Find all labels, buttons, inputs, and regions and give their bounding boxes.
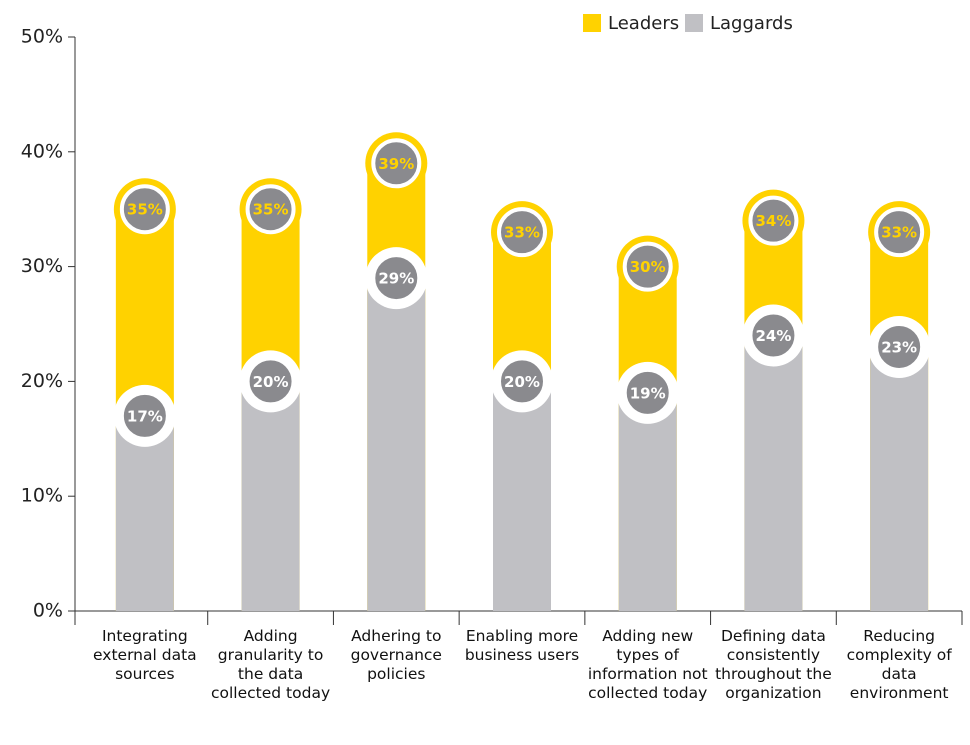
- y-tick-label: 30%: [21, 255, 63, 277]
- value-label: 23%: [881, 338, 917, 356]
- y-tick-label: 20%: [21, 370, 63, 392]
- value-label: 34%: [755, 212, 791, 230]
- value-label: 29%: [378, 270, 414, 288]
- value-label: 35%: [127, 201, 163, 219]
- y-tick-label: 10%: [21, 485, 63, 507]
- value-badge: [748, 195, 799, 246]
- value-badge: [245, 184, 296, 235]
- value-label: 33%: [504, 224, 540, 242]
- bar: [744, 335, 803, 611]
- value-badge: [497, 356, 547, 407]
- bar: [618, 392, 677, 611]
- value-badge: [119, 184, 170, 235]
- value-badge: [748, 310, 799, 361]
- x-tick-label: Adhering to governance policies: [350, 627, 442, 683]
- value-label: 35%: [253, 201, 289, 219]
- bar: [493, 381, 551, 611]
- y-tick-label: 40%: [21, 140, 63, 162]
- x-tick-label: Adding granularity to the data collected…: [210, 627, 331, 702]
- y-tick-label: 0%: [33, 600, 63, 622]
- legend-swatch: [583, 14, 601, 32]
- legend-label: Laggards: [710, 13, 793, 34]
- x-tick-label: Integrating external data sources: [93, 627, 197, 683]
- value-label: 33%: [881, 224, 917, 242]
- value-badge: [622, 241, 673, 292]
- value-badge: [874, 321, 925, 372]
- x-tick-label: Reducing complexity of data environment: [846, 627, 952, 702]
- value-label: 30%: [630, 258, 666, 276]
- value-badge: [371, 253, 422, 304]
- value-label: 24%: [755, 327, 791, 345]
- bar: [870, 346, 929, 611]
- bar: [241, 381, 300, 611]
- value-label: 20%: [253, 373, 289, 391]
- value-badge: [245, 356, 296, 407]
- legend-swatch: [685, 14, 703, 32]
- value-label: 39%: [378, 155, 414, 173]
- bar: [115, 415, 174, 611]
- bar: [367, 278, 426, 611]
- value-badge: [622, 367, 673, 418]
- value-label: 20%: [504, 373, 540, 391]
- value-badge: [371, 138, 422, 189]
- x-tick-label: Adding new types of information not coll…: [587, 627, 708, 702]
- value-badge: [497, 207, 547, 258]
- x-tick-label: Enabling more business users: [464, 627, 580, 664]
- value-badge: [874, 207, 925, 258]
- value-label: 19%: [630, 384, 666, 402]
- legend-label: Leaders: [608, 13, 679, 34]
- x-tick-label: Defining data consistently throughout th…: [715, 627, 832, 702]
- y-tick-label: 50%: [21, 26, 63, 48]
- value-badge: [119, 390, 170, 441]
- value-label: 17%: [127, 407, 163, 425]
